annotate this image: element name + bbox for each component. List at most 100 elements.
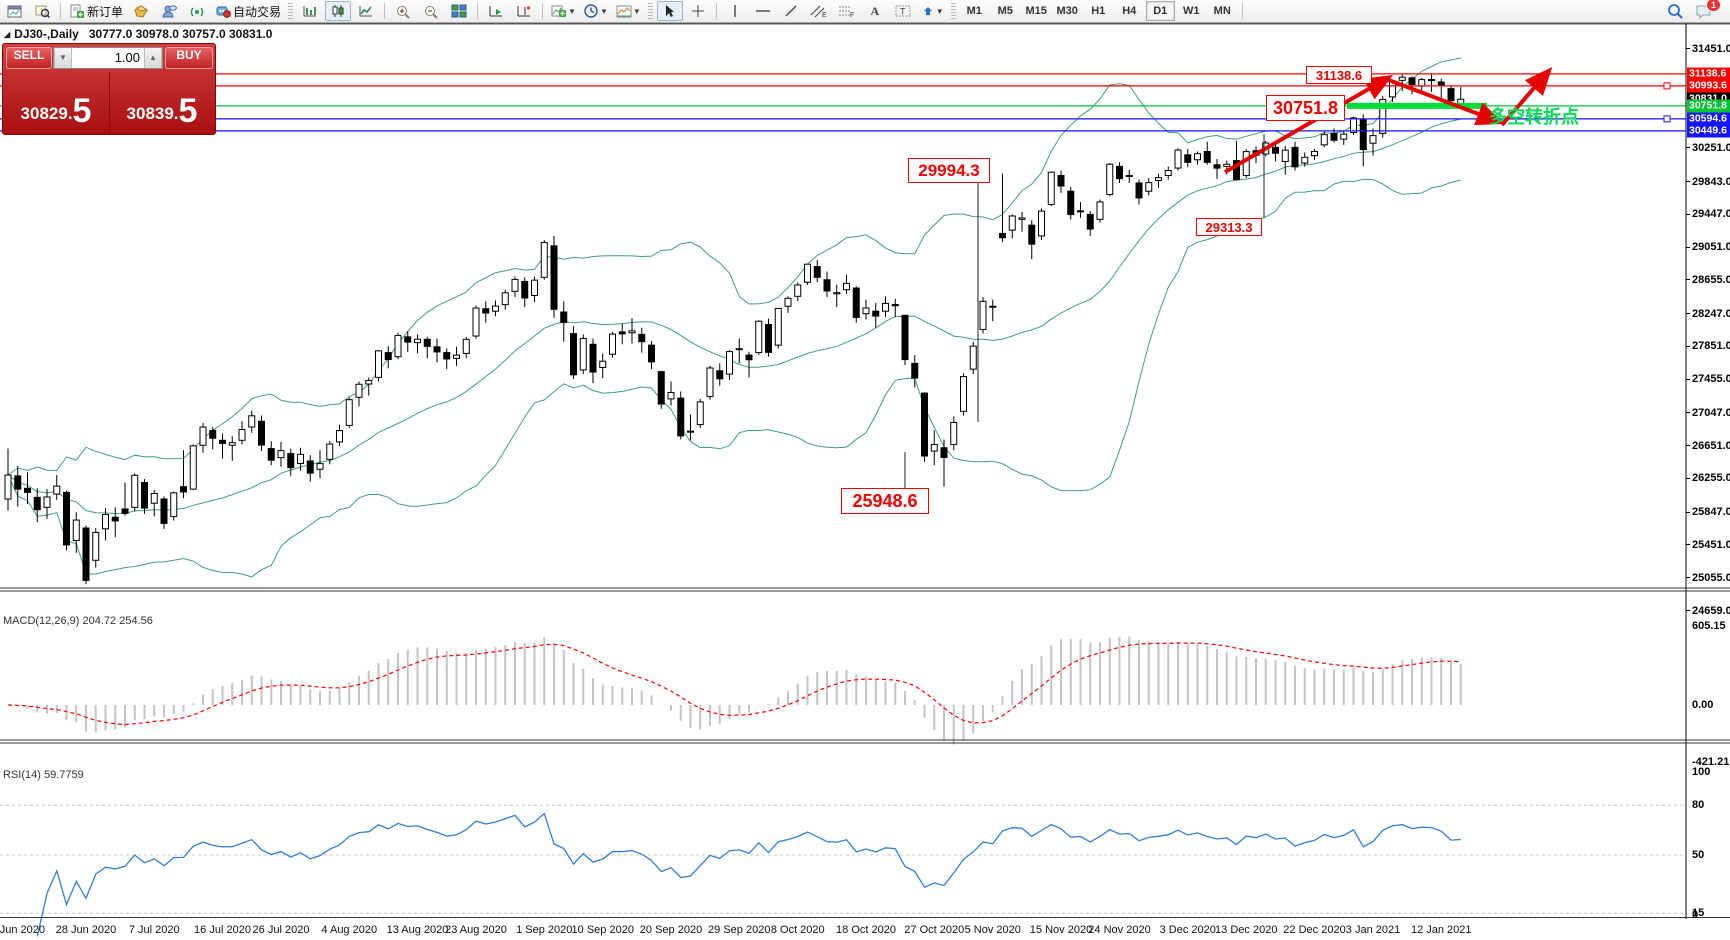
community-icon[interactable] — [156, 1, 182, 21]
line-selection-handle[interactable] — [1663, 82, 1671, 90]
line-selection-handle[interactable] — [1663, 115, 1671, 123]
arrows-menu-button[interactable]: ▼ — [918, 1, 947, 21]
horizontal-line-tool[interactable] — [750, 1, 776, 21]
trend-arrow[interactable] — [1223, 74, 1393, 174]
tab-timeframe-m30[interactable]: M30 — [1056, 5, 1078, 17]
sell-price[interactable]: 30829. 5 — [20, 92, 92, 130]
candle — [1038, 210, 1045, 237]
tab-timeframe-h4[interactable]: H4 — [1122, 5, 1137, 17]
candle — [1174, 149, 1182, 169]
chart-canvas[interactable] — [0, 22, 1730, 940]
price-annotation-tag[interactable]: 29313.3 — [1196, 218, 1262, 236]
volume-increment-button[interactable]: ▲ — [144, 48, 162, 68]
sell-button[interactable]: SELL — [6, 47, 52, 69]
tile-windows-icon[interactable] — [446, 1, 472, 21]
equidistant-channel-tool[interactable]: E — [806, 1, 832, 21]
search-icon[interactable] — [1662, 1, 1688, 21]
collapse-triangle-icon[interactable]: ◢ — [4, 29, 11, 39]
price-annotation-tag[interactable]: 31138.6 — [1306, 66, 1372, 84]
candle — [804, 263, 811, 283]
bull-bear-turning-point-note[interactable]: 多空转折点 — [1489, 107, 1579, 127]
price-annotation-tag[interactable]: 29994.3 — [908, 158, 990, 183]
bollinger-upper-band — [7, 57, 1461, 476]
tab-timeframe-mn[interactable]: MN — [1213, 5, 1231, 17]
fibonacci-tool[interactable]: F — [834, 1, 860, 21]
autotrade-button[interactable]: 自动交易 — [212, 1, 284, 21]
chart-window[interactable]: ◢ DJ30-,Daily 30777.0 30978.0 30757.0 30… — [0, 22, 1730, 940]
trend-arrow[interactable] — [1385, 77, 1505, 126]
candle — [111, 516, 119, 522]
y-axis-tick-label: 28247.0 — [1692, 307, 1730, 320]
auto-scroll-icon[interactable] — [483, 1, 509, 21]
autotrade-label: 自动交易 — [233, 4, 282, 19]
y-axis-tick — [1686, 147, 1690, 149]
trend-arrow[interactable] — [1500, 66, 1553, 127]
candle — [696, 401, 704, 426]
crosshair-tool[interactable] — [685, 1, 711, 21]
trendline-tool[interactable] — [778, 1, 804, 21]
candle — [219, 439, 226, 444]
chart-window-icon[interactable] — [1, 1, 27, 21]
date-label: 22 Dec 2020 — [1283, 924, 1346, 936]
candlestick-mode-icon[interactable] — [325, 1, 352, 21]
buy-price[interactable]: 30839. 5 — [126, 92, 198, 130]
zoom-out-icon[interactable] — [418, 1, 444, 21]
candle — [531, 279, 538, 296]
y-axis-tick — [1686, 412, 1690, 414]
candle — [579, 338, 587, 371]
candle — [882, 302, 889, 312]
signals-icon[interactable] — [184, 1, 210, 21]
macd-signal-line — [7, 642, 1461, 726]
candle — [570, 333, 577, 376]
volume-value[interactable]: 1.00 — [114, 50, 140, 65]
candle — [1184, 154, 1192, 163]
y-axis-tick-label: 29843.0 — [1692, 175, 1730, 188]
ohlc-values: 30777.0 30978.0 30757.0 30831.0 — [88, 27, 273, 41]
text-label-tool[interactable]: T — [890, 1, 916, 21]
candle — [940, 447, 948, 459]
candle — [384, 352, 392, 361]
macd-axis-label: 605.15 — [1692, 619, 1726, 632]
y-axis-tick — [1686, 48, 1690, 49]
date-label: 8 Oct 2020 — [770, 924, 825, 936]
cursor-tool[interactable] — [656, 1, 683, 21]
line-chart-mode-icon[interactable] — [353, 1, 379, 21]
tab-timeframe-w1[interactable]: W1 — [1182, 5, 1200, 17]
candle — [999, 232, 1006, 239]
date-label: 4 Aug 2020 — [321, 924, 378, 936]
market-watch-icon[interactable] — [128, 1, 154, 21]
tab-timeframe-m1[interactable]: M1 — [966, 5, 982, 17]
indicators-menu-button[interactable]: ▼ — [548, 1, 579, 21]
chat-icon[interactable]: 1 — [1690, 0, 1721, 21]
tab-timeframe-m15[interactable]: M15 — [1025, 5, 1047, 17]
text-tool[interactable]: A — [870, 3, 880, 18]
date-label: 15 Nov 2020 — [1029, 924, 1093, 936]
price-annotation-tag[interactable]: 25948.6 — [841, 488, 929, 514]
tab-timeframe-m5[interactable]: M5 — [997, 5, 1013, 17]
candle — [657, 371, 665, 405]
vertical-line-tool[interactable] — [722, 1, 748, 21]
chart-shift-icon[interactable] — [511, 1, 537, 21]
periods-menu-button[interactable]: ▼ — [581, 1, 611, 21]
candle — [833, 292, 841, 295]
candle — [258, 420, 265, 446]
rsi-axis-label: 0 — [1692, 909, 1699, 921]
bar-chart-mode-icon[interactable] — [297, 1, 323, 21]
chart-preview-icon[interactable] — [29, 1, 55, 21]
buy-button[interactable]: BUY — [165, 47, 213, 69]
zoom-in-icon[interactable] — [390, 1, 416, 21]
tab-timeframe-h1[interactable]: H1 — [1091, 5, 1106, 17]
y-axis-tick-label: 28655.0 — [1692, 273, 1730, 286]
templates-menu-button[interactable]: ▼ — [613, 1, 644, 21]
tab-timeframe-d1[interactable]: D1 — [1145, 1, 1175, 21]
volume-stepper[interactable]: ▼ 1.00 ▲ — [53, 47, 163, 69]
new-order-button[interactable]: 新订单 — [66, 1, 126, 21]
svg-text:T: T — [900, 7, 906, 17]
volume-decrement-button[interactable]: ▼ — [54, 48, 72, 68]
date-label: 8 Jun 2020 — [0, 924, 45, 936]
price-annotation-tag[interactable]: 30751.8 — [1266, 95, 1345, 121]
y-axis-tick — [1686, 246, 1690, 248]
candle — [131, 474, 139, 508]
candle — [1096, 201, 1104, 220]
